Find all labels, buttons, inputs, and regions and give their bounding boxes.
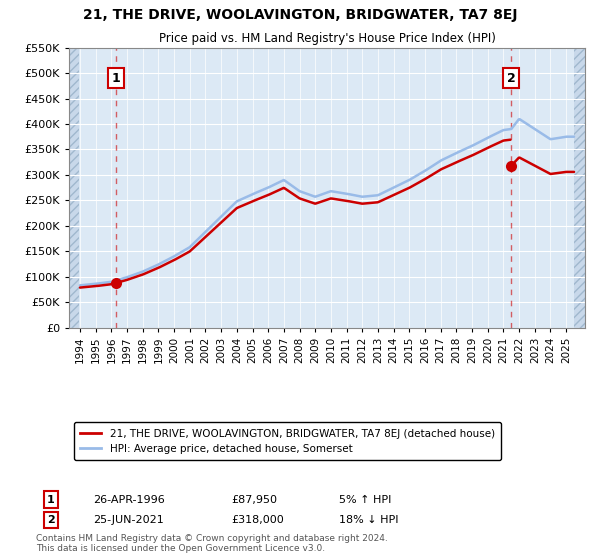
Text: £318,000: £318,000 [231, 515, 284, 525]
Text: £87,950: £87,950 [231, 494, 277, 505]
Text: 26-APR-1996: 26-APR-1996 [93, 494, 165, 505]
Bar [69, 48, 79, 328]
Text: 5% ↑ HPI: 5% ↑ HPI [339, 494, 391, 505]
Text: Contains HM Land Registry data © Crown copyright and database right 2024.
This d: Contains HM Land Registry data © Crown c… [36, 534, 388, 553]
Text: 2: 2 [47, 515, 55, 525]
Text: 18% ↓ HPI: 18% ↓ HPI [339, 515, 398, 525]
Text: 2: 2 [506, 72, 515, 85]
Bar [574, 48, 585, 328]
Text: 1: 1 [47, 494, 55, 505]
Legend: 21, THE DRIVE, WOOLAVINGTON, BRIDGWATER, TA7 8EJ (detached house), HPI: Average : 21, THE DRIVE, WOOLAVINGTON, BRIDGWATER,… [74, 422, 501, 460]
Text: 21, THE DRIVE, WOOLAVINGTON, BRIDGWATER, TA7 8EJ: 21, THE DRIVE, WOOLAVINGTON, BRIDGWATER,… [83, 8, 517, 22]
Title: Price paid vs. HM Land Registry's House Price Index (HPI): Price paid vs. HM Land Registry's House … [158, 32, 496, 45]
Text: 1: 1 [112, 72, 121, 85]
Text: 25-JUN-2021: 25-JUN-2021 [93, 515, 164, 525]
